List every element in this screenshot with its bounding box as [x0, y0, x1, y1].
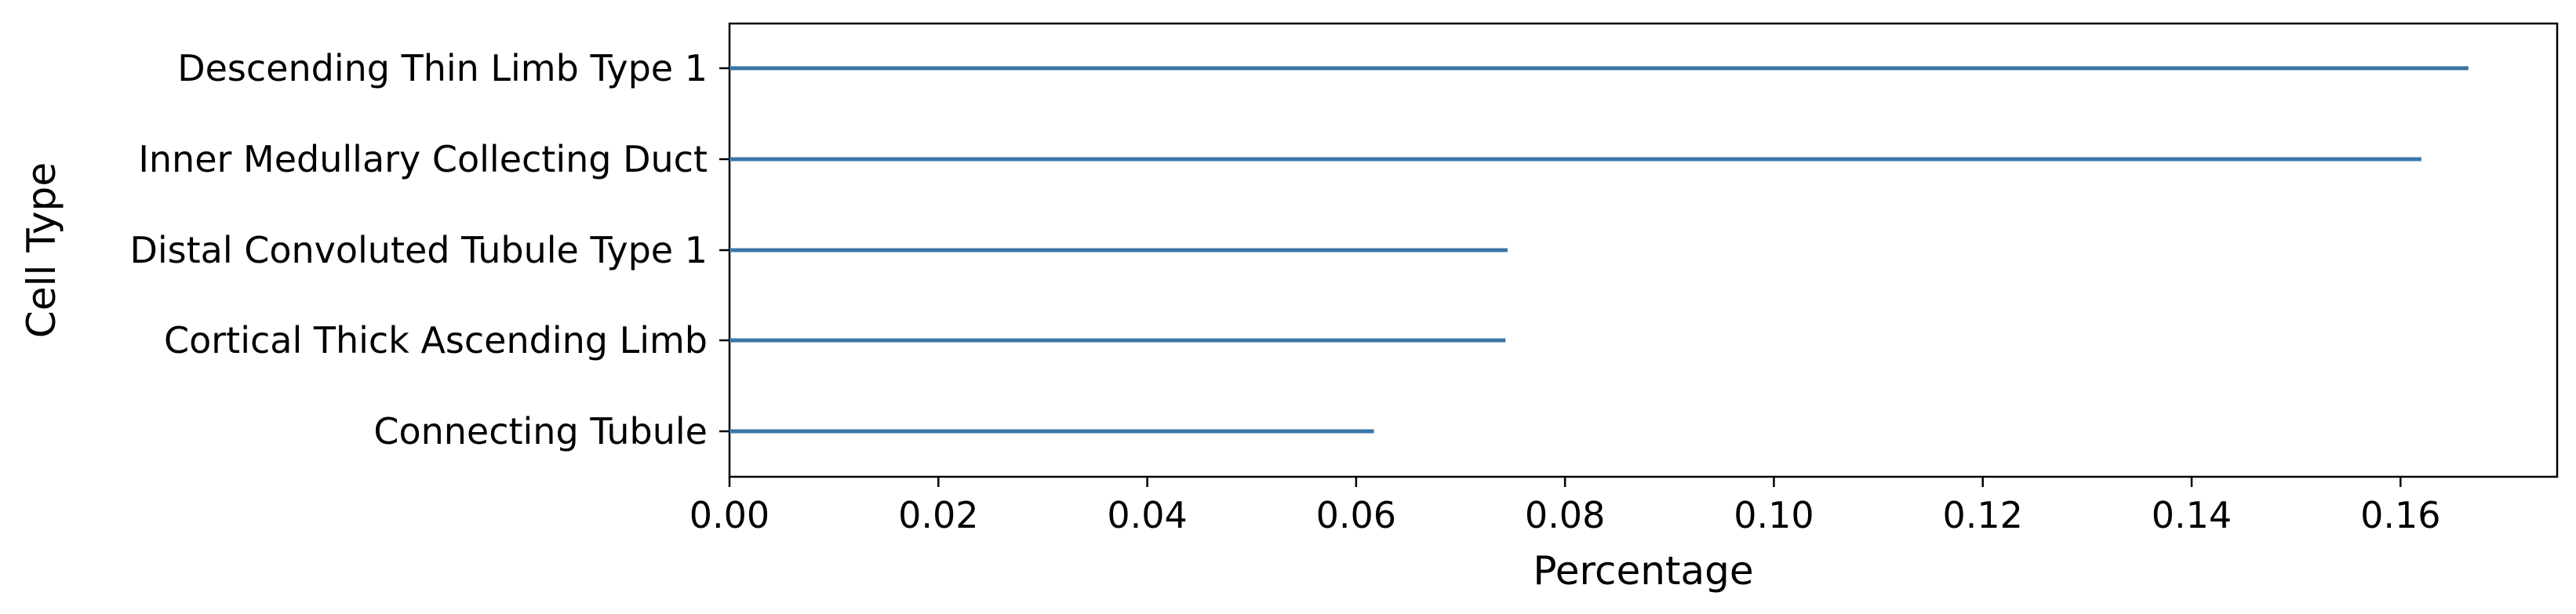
y-tick-label: Descending Thin Limb Type 1	[177, 47, 708, 89]
x-tick-label: 0.06	[1316, 494, 1396, 536]
bar	[730, 66, 2469, 71]
bar	[730, 157, 2421, 162]
bar	[730, 338, 1506, 343]
y-tick-label: Distal Convoluted Tubule Type 1	[129, 229, 708, 271]
bar	[730, 429, 1374, 434]
bar	[730, 248, 1508, 253]
y-tick-label: Inner Medullary Collecting Duct	[138, 138, 708, 180]
x-tick-label: 0.14	[2152, 494, 2232, 536]
x-tick-label: 0.08	[1525, 494, 1605, 536]
x-tick-label: 0.16	[2360, 494, 2440, 536]
x-axis-ticks: 0.00 0.02 0.04 0.06 0.08 0.10 0.12 0.14 0.16	[689, 477, 2440, 536]
bar-group	[730, 66, 2469, 434]
x-tick-label: 0.02	[898, 494, 978, 536]
y-axis-label: Cell Type	[19, 162, 64, 338]
x-tick-label: 0.12	[1943, 494, 2023, 536]
y-tick-label: Connecting Tubule	[373, 410, 708, 452]
y-tick-label: Cortical Thick Ascending Limb	[164, 319, 708, 361]
x-axis-label: Percentage	[1533, 548, 1753, 594]
x-tick-label: 0.04	[1107, 494, 1187, 536]
y-axis-ticks: Descending Thin Limb Type 1 Inner Medulla…	[129, 47, 730, 452]
x-tick-label: 0.10	[1734, 494, 1814, 536]
x-tick-label: 0.00	[689, 494, 770, 536]
